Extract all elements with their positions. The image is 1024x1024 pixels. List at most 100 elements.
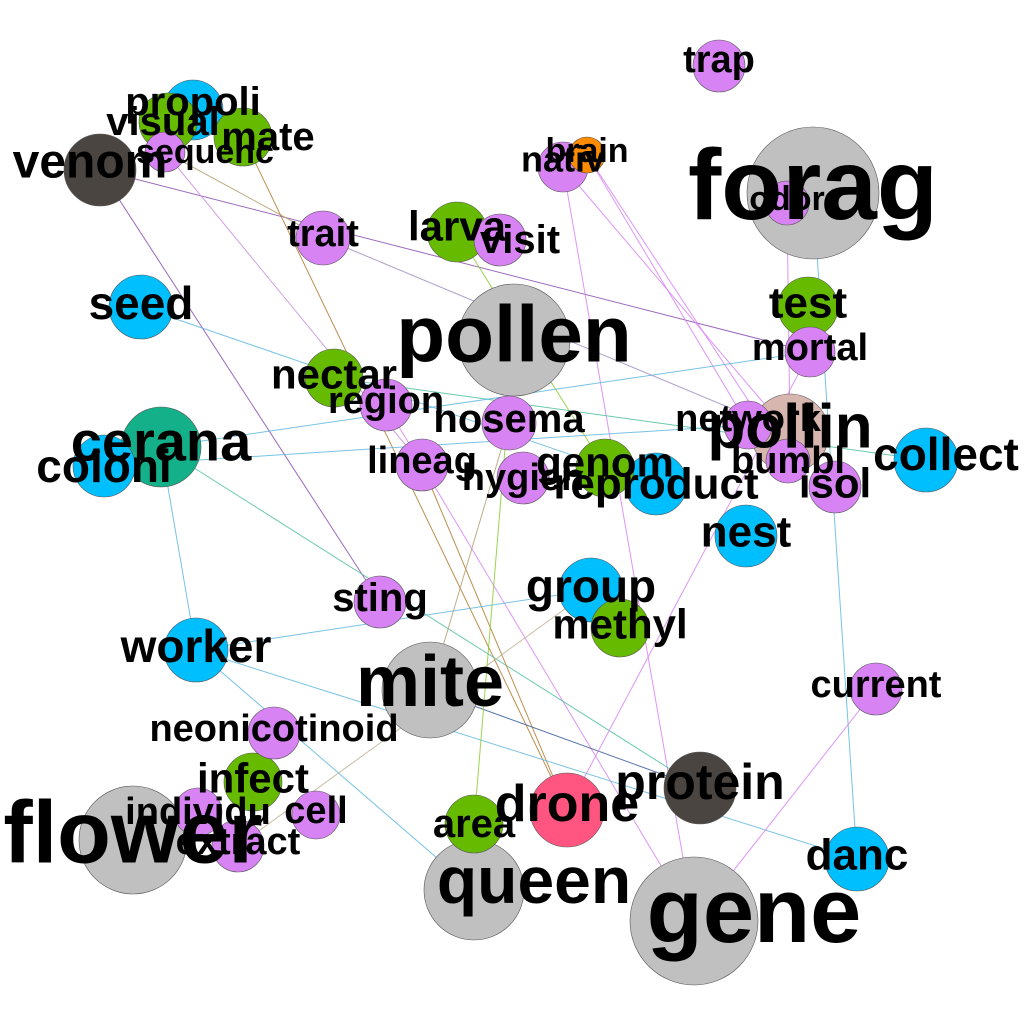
node-label-region: region <box>328 380 444 422</box>
node-label-trait: trait <box>287 213 359 255</box>
label-layer: forag pollen mite flower queen gene venom prote… <box>3 39 1018 962</box>
node-label-visit: visit <box>480 218 560 262</box>
node-nosema[interactable] <box>481 395 537 451</box>
node-label-group: group <box>526 560 656 612</box>
node-label-brain: brain <box>545 132 628 170</box>
node-label-cerana: cerana <box>71 410 252 473</box>
node-label-hygien: hygien <box>462 457 584 499</box>
edge-lineag-drone <box>421 464 568 811</box>
node-label-odor: odor <box>749 180 825 218</box>
node-label-propoli: propoli <box>125 80 261 124</box>
node-mortal[interactable] <box>784 326 836 378</box>
node-trait[interactable] <box>295 210 351 266</box>
node-label-visual: visual <box>106 100 219 144</box>
node-label-mate: mate <box>221 115 314 159</box>
node-region[interactable] <box>359 378 413 432</box>
edge-venom-sting <box>99 169 381 603</box>
edge-sequenc-trait <box>164 151 324 239</box>
node-danc[interactable] <box>824 826 890 892</box>
node-label-venom: venom <box>13 136 168 189</box>
node-label-pollin: pollin <box>707 393 872 462</box>
node-colon[interactable] <box>72 434 136 498</box>
node-label-lineag: lineag <box>367 440 477 482</box>
node-label-mortal: mortal <box>752 327 868 369</box>
node-label-pollen: pollen <box>396 290 632 379</box>
node-label-test: test <box>769 279 848 328</box>
node-venom[interactable] <box>63 133 137 207</box>
node-label-methyl: methyl <box>552 601 687 648</box>
node-label-mite: mite <box>356 642 504 722</box>
node-neonicotinoid[interactable] <box>247 706 301 760</box>
node-label-gene: gene <box>647 860 862 962</box>
node-label-extract: extract <box>176 821 301 863</box>
node-sequenc[interactable] <box>144 131 186 173</box>
node-lineag[interactable] <box>395 438 449 492</box>
node-label-forag: forag <box>688 129 938 241</box>
node-label-sequenc: sequenc <box>136 133 274 171</box>
node-infect[interactable] <box>223 752 283 812</box>
node-label-genom: genom <box>536 439 674 486</box>
node-sting[interactable] <box>353 575 407 629</box>
edge-nectar-collect <box>333 377 927 461</box>
node-odor[interactable] <box>764 180 810 226</box>
node-label-larva: larva <box>408 203 507 250</box>
node-hygien[interactable] <box>496 451 550 505</box>
node-drone[interactable] <box>529 772 605 848</box>
node-visit[interactable] <box>473 213 527 267</box>
edge-brain-network <box>586 154 749 426</box>
edge-region-gene <box>385 404 695 922</box>
node-collect[interactable] <box>893 427 959 493</box>
node-label-network: network <box>675 398 822 440</box>
node-genom[interactable] <box>575 438 635 498</box>
node-bumbl[interactable] <box>765 438 811 484</box>
node-label-drone: drone <box>495 775 639 833</box>
node-label-trap: trap <box>683 39 755 81</box>
node-label-seed: seed <box>89 277 194 329</box>
node-forag[interactable] <box>746 126 880 260</box>
node-label-worker: worker <box>120 620 272 672</box>
node-protein[interactable] <box>663 751 737 825</box>
node-label-cell: cell <box>284 790 347 832</box>
node-nectar[interactable] <box>304 348 364 408</box>
node-cell[interactable] <box>291 790 341 840</box>
node-seed[interactable] <box>108 274 174 340</box>
node-label-nativ: nativ <box>521 139 605 180</box>
node-label-individu: individu <box>125 791 271 833</box>
node-extract[interactable] <box>211 819 265 873</box>
node-label-nest: nest <box>701 508 792 557</box>
node-label-danc: danc <box>806 831 909 880</box>
node-area[interactable] <box>444 794 504 854</box>
node-methyl[interactable] <box>590 598 650 658</box>
node-label-current: current <box>811 664 942 706</box>
node-pollen[interactable] <box>457 283 571 397</box>
node-isol[interactable] <box>808 460 862 514</box>
node-label-reproduct: reproduct <box>553 460 759 509</box>
node-label-bumbl: bumbl <box>731 440 845 482</box>
edge-cerana-protein <box>160 446 701 789</box>
node-individu[interactable] <box>173 787 223 837</box>
node-label-area: area <box>433 802 516 846</box>
node-mate[interactable] <box>213 107 273 167</box>
node-flower[interactable] <box>78 785 188 895</box>
node-worker[interactable] <box>163 617 229 683</box>
node-mite[interactable] <box>381 641 479 739</box>
node-label-flower: flower <box>3 783 262 882</box>
node-label-isol: isol <box>799 460 871 507</box>
edge-worker-queen <box>195 649 475 891</box>
node-nest[interactable] <box>714 504 778 568</box>
node-trap[interactable] <box>692 39 746 93</box>
node-label-protein: protein <box>615 754 784 810</box>
node-label-colon: coloni <box>36 440 171 492</box>
edge-worker-danc <box>195 649 858 860</box>
node-current[interactable] <box>849 662 903 716</box>
node-label-sting: sting <box>332 576 428 620</box>
node-label-queen: queen <box>437 843 631 917</box>
node-gene[interactable] <box>629 856 759 986</box>
node-label-nectar: nectar <box>271 351 397 398</box>
node-label-infect: infect <box>197 755 309 802</box>
edge-cerana-mortal <box>160 351 811 448</box>
node-network[interactable] <box>723 400 773 450</box>
node-label-neonicotinoid: neonicotinoid <box>149 708 398 750</box>
node-brain[interactable] <box>568 136 606 174</box>
